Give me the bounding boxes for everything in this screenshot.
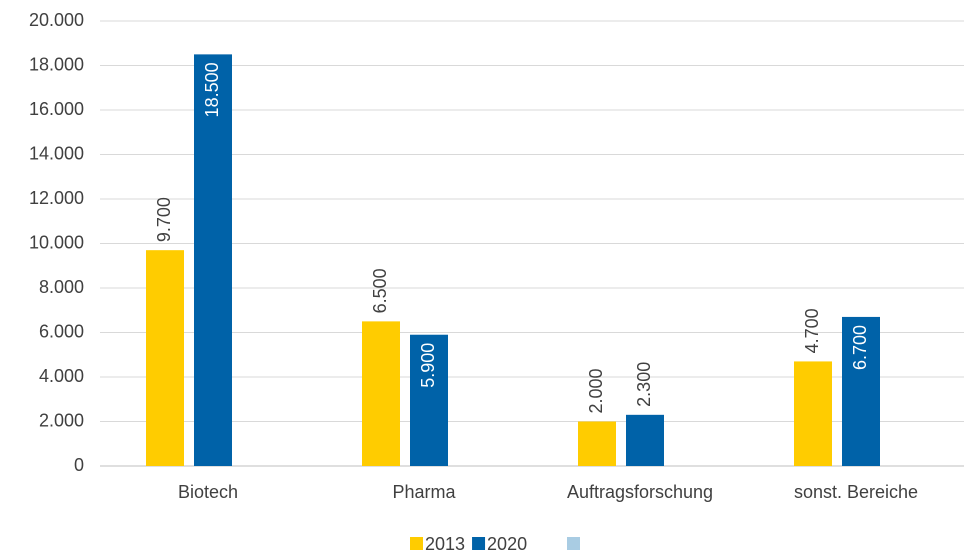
y-tick-label: 12.000 — [29, 188, 84, 208]
y-tick-label: 6.000 — [39, 321, 84, 341]
bar — [842, 316, 880, 466]
bar — [410, 334, 448, 466]
bar — [578, 421, 616, 466]
legend-swatch-empty — [567, 537, 580, 550]
bar — [794, 361, 832, 466]
y-tick-label: 4.000 — [39, 366, 84, 386]
data-label: 4.700 — [802, 308, 822, 353]
bar — [626, 414, 664, 466]
y-tick-label: 2.000 — [39, 410, 84, 430]
y-tick-label: 16.000 — [29, 99, 84, 119]
bar — [362, 321, 400, 466]
data-label: 18.500 — [202, 62, 222, 117]
legend-swatch — [410, 537, 423, 550]
y-tick-label: 0 — [74, 455, 84, 475]
data-label: 6.500 — [370, 268, 390, 313]
legend-label: 2020 — [487, 534, 527, 554]
legend-label: 2013 — [425, 534, 465, 554]
data-label: 9.700 — [154, 197, 174, 242]
x-tick-label: Pharma — [392, 482, 456, 502]
x-tick-label: Biotech — [178, 482, 238, 502]
x-tick-label: sonst. Bereiche — [794, 482, 918, 502]
y-tick-label: 10.000 — [29, 232, 84, 252]
legend-swatch — [472, 537, 486, 550]
y-tick-label: 18.000 — [29, 54, 84, 74]
x-tick-label: Auftragsforschung — [567, 482, 713, 502]
y-tick-label: 8.000 — [39, 277, 84, 297]
data-label: 6.700 — [850, 325, 870, 370]
data-label: 2.300 — [634, 362, 654, 407]
y-tick-label: 14.000 — [29, 143, 84, 163]
bar — [194, 54, 232, 466]
data-label: 2.000 — [586, 368, 606, 413]
data-label: 5.900 — [418, 343, 438, 388]
bar — [146, 250, 184, 466]
y-tick-label: 20.000 — [29, 10, 84, 30]
